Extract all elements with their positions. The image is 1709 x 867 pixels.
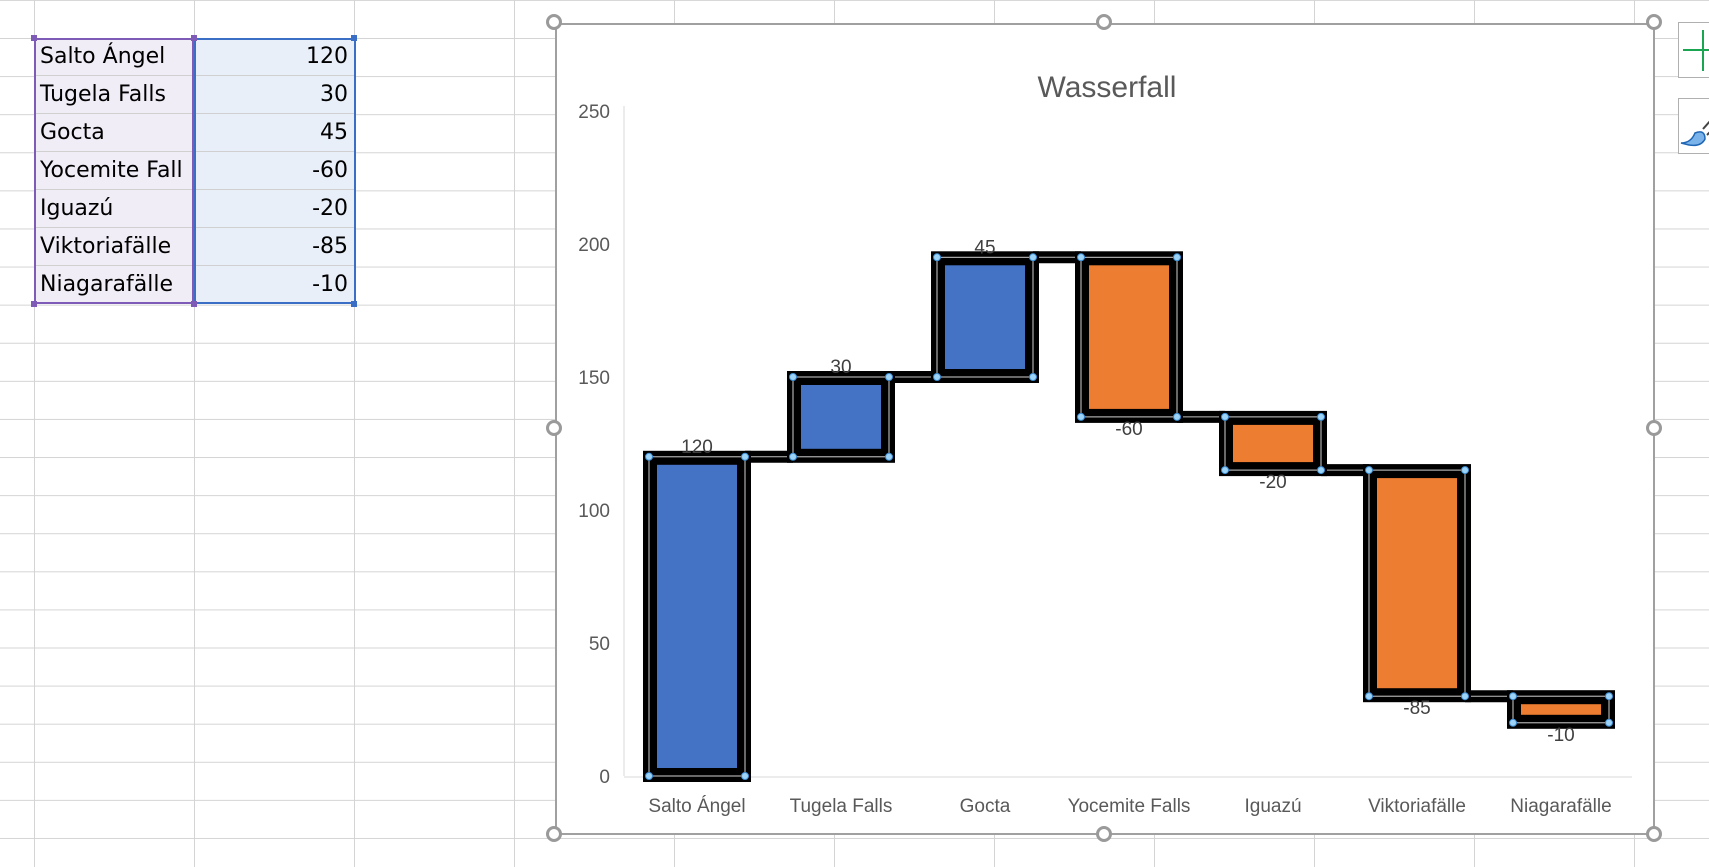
chart-title: Wasserfall xyxy=(1038,71,1177,104)
bar-selection-point xyxy=(885,373,893,381)
data-label: -20 xyxy=(1259,472,1286,493)
cell-value[interactable]: 30 xyxy=(194,76,354,114)
cell-label[interactable]: Salto Ángel xyxy=(34,38,194,76)
selection-handle[interactable] xyxy=(31,35,37,41)
bar xyxy=(1089,265,1169,409)
chart-resize-handle[interactable] xyxy=(1096,826,1112,842)
x-tick-label: Iguazú xyxy=(1244,796,1301,817)
x-tick-label: Niagarafälle xyxy=(1510,796,1611,817)
plus-icon xyxy=(1683,30,1709,71)
bar xyxy=(945,265,1025,369)
bar-selection-point xyxy=(1173,253,1181,262)
bar xyxy=(801,385,881,449)
bar-selection-box xyxy=(936,256,1034,378)
x-tick-label: Tugela Falls xyxy=(790,796,893,817)
selection-handle[interactable] xyxy=(191,35,197,41)
bar-selection-box xyxy=(1080,256,1178,418)
chart-resize-handle[interactable] xyxy=(1096,14,1112,30)
bar-selection-box xyxy=(648,456,746,777)
bar-selection-point xyxy=(1461,692,1469,701)
cell-label[interactable]: Viktoriafälle xyxy=(34,228,194,266)
chart-resize-handle[interactable] xyxy=(1646,14,1662,30)
bar-selection-point xyxy=(1509,692,1517,701)
bar xyxy=(1377,478,1457,689)
y-tick-label: 250 xyxy=(578,102,610,123)
y-tick-label: 100 xyxy=(578,501,610,522)
y-tick-label: 50 xyxy=(589,634,610,655)
cell-label[interactable]: Yocemite Fall xyxy=(34,152,194,190)
data-label: -60 xyxy=(1115,419,1142,440)
paintbrush-icon xyxy=(1680,120,1709,147)
bar-selection-point xyxy=(741,772,749,780)
bar-selection-point xyxy=(1365,692,1373,701)
cell-label[interactable]: Iguazú xyxy=(34,190,194,228)
bar-selection-point xyxy=(1173,412,1181,421)
bar-selection-point xyxy=(1077,253,1085,262)
y-tick-label: 0 xyxy=(599,767,610,788)
data-label: 120 xyxy=(681,437,713,458)
chart-svg: Wasserfall 0 50 100 150 200 250 120 Salto Ángel 3… xyxy=(578,71,1632,817)
x-tick-label: Viktoriafälle xyxy=(1368,796,1466,817)
x-tick-label: Gocta xyxy=(960,796,1011,817)
cell-label[interactable]: Niagarafälle xyxy=(34,266,194,304)
bar-selection-point xyxy=(789,373,797,381)
bar-selection-point xyxy=(1365,466,1373,475)
y-tick-label: 150 xyxy=(578,368,610,389)
cell-value[interactable]: -20 xyxy=(194,190,354,228)
cell-value[interactable]: 45 xyxy=(194,114,354,152)
bar-selection-point xyxy=(1317,466,1325,475)
bar-selection-point xyxy=(741,452,749,461)
bar-selection-point xyxy=(1029,373,1037,381)
bar-selection-point xyxy=(933,253,941,262)
data-label: 45 xyxy=(974,237,995,258)
selection-range-values[interactable] xyxy=(194,38,356,304)
selection-handle[interactable] xyxy=(191,301,197,307)
bar-selection-point xyxy=(1317,412,1325,421)
data-label: 30 xyxy=(830,357,851,378)
bar-selection-point xyxy=(1221,466,1229,475)
selection-handle[interactable] xyxy=(351,301,357,307)
bar-selection-point xyxy=(1605,718,1613,727)
chart-resize-handle[interactable] xyxy=(546,826,562,842)
selection-range-labels[interactable] xyxy=(34,38,194,304)
data-label: -85 xyxy=(1403,698,1430,719)
cell-label[interactable]: Tugela Falls xyxy=(34,76,194,114)
cell-value[interactable]: -85 xyxy=(194,228,354,266)
cell-label[interactable]: Gocta xyxy=(34,114,194,152)
bar-selection-box xyxy=(1512,695,1610,724)
bar-selection-point xyxy=(885,452,893,461)
bar-selection-box xyxy=(1224,416,1322,471)
bar-selection-point xyxy=(789,452,797,461)
bar-selection-point xyxy=(645,772,653,780)
bar xyxy=(1233,424,1313,463)
chart-resize-handle[interactable] xyxy=(546,14,562,30)
chart-resize-handle[interactable] xyxy=(1646,420,1662,436)
x-tick-label: Yocemite Falls xyxy=(1068,796,1191,817)
bar-selection-point xyxy=(645,452,653,461)
bar-selection-box xyxy=(1368,469,1466,697)
bar-selection-point xyxy=(1221,412,1229,421)
bar-selection-point xyxy=(1605,692,1613,701)
waterfall-chart[interactable]: Wasserfall 0 50 100 150 200 250 120 Salto Ángel 3… xyxy=(555,23,1655,835)
data-label: -10 xyxy=(1547,725,1574,746)
cell-value[interactable]: 120 xyxy=(194,38,354,76)
selection-handle[interactable] xyxy=(31,301,37,307)
chart-resize-handle[interactable] xyxy=(546,420,562,436)
chart-styles-button[interactable] xyxy=(1678,98,1709,154)
bar-selection-box xyxy=(792,376,890,458)
bar xyxy=(1521,704,1601,715)
bar-selection-point xyxy=(1077,412,1085,421)
bar-selection-point xyxy=(1509,718,1517,727)
chart-resize-handle[interactable] xyxy=(1646,826,1662,842)
x-tick-label: Salto Ángel xyxy=(648,796,745,817)
selection-handle[interactable] xyxy=(351,35,357,41)
bar-selection-point xyxy=(1461,466,1469,475)
chart-elements-button[interactable] xyxy=(1678,22,1709,78)
bar xyxy=(657,464,737,768)
cell-value[interactable]: -60 xyxy=(194,152,354,190)
y-tick-label: 200 xyxy=(578,235,610,256)
bar-selection-point xyxy=(1029,253,1037,262)
cell-value[interactable]: -10 xyxy=(194,266,354,304)
bar-selection-point xyxy=(933,373,941,381)
